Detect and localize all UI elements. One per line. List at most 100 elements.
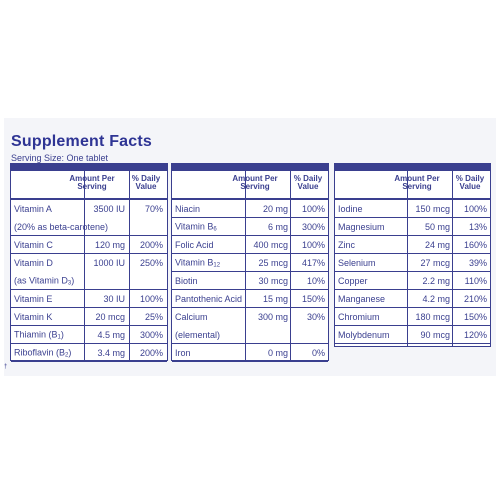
- nutrient-subscript: 3: [67, 280, 72, 286]
- nutrient-row: Biotin 30 mcg 10%: [172, 272, 328, 290]
- nutrient-name: Niacin: [175, 204, 200, 214]
- nutrient-row: Chromium 180 mcg 150%: [335, 308, 490, 326]
- nutrient-row: (elemental): [172, 326, 328, 344]
- nutrient-name: Vitamin A: [14, 204, 52, 214]
- nutrient-row: Folic Acid 400 mcg 100%: [172, 236, 328, 254]
- nutrient-name-text: Iodine: [338, 203, 363, 214]
- nutrient-name: Vitamin D: [14, 258, 53, 268]
- facts-column-1: Amount Per Serving% Daily Value Vitamin A 35…: [10, 163, 168, 362]
- nutrient-name: Vitamin B12: [175, 257, 220, 268]
- nutrient-name-suffix: ): [68, 347, 72, 357]
- nutrient-amount: 25 mcg: [258, 257, 288, 268]
- nutrient-row: Vitamin E 30 IU 100%: [11, 290, 167, 308]
- nutrient-row: Niacin 20 mg 100%: [172, 200, 328, 218]
- nutrient-name: Riboflavin (B2): [14, 347, 71, 358]
- amount-header-line-1: Amount Per: [232, 174, 278, 183]
- nutrient-name-text: Copper: [338, 275, 368, 286]
- nutrient-amount: 4.2 mg: [422, 293, 450, 304]
- nutrient-name-text: Biotin: [175, 275, 198, 286]
- nutrient-daily-value: 110%: [464, 275, 487, 286]
- nutrient-name-text: Vitamin A: [14, 204, 52, 214]
- amount-header-line-1: Amount Per: [69, 174, 115, 183]
- nutrient-daily-value: 200%: [139, 239, 163, 250]
- amount-column-divider: [245, 171, 246, 360]
- nutrient-daily-value: 70%: [144, 204, 163, 214]
- nutrient-name: Zinc: [338, 240, 355, 250]
- nutrient-name: Vitamin B6: [175, 221, 217, 232]
- nutrient-daily-value: 100%: [301, 203, 325, 214]
- nutrient-row: (as Vitamin D3): [11, 272, 167, 290]
- nutrient-name: Magnesium: [338, 222, 385, 232]
- nutrient-name: Vitamin E: [14, 294, 52, 304]
- nutrient-name: Vitamin K: [14, 312, 52, 322]
- nutrient-amount: 300 mg: [257, 312, 288, 322]
- column-header: Amount Per Serving% Daily Value: [335, 171, 490, 200]
- amount-column-divider: [84, 171, 85, 360]
- nutrient-daily-value: 160%: [463, 239, 487, 250]
- nutrient-name: (as Vitamin D3): [14, 275, 74, 286]
- amount-header-line-2: Serving: [77, 182, 107, 191]
- column-header: Amount Per Serving% Daily Value: [172, 171, 328, 200]
- nutrient-amount: 150 mcg: [415, 203, 450, 214]
- nutrient-name-text: Niacin: [175, 203, 201, 214]
- nutrient-name-text: Thiamin (B: [14, 329, 58, 339]
- nutrient-row: Iodine 150 mcg 100%: [335, 200, 490, 218]
- nutrient-name-text: Vitamin E: [14, 293, 53, 304]
- nutrient-name: Thiamin (B1): [14, 329, 64, 340]
- nutrient-name-text: Chromium: [338, 311, 380, 322]
- nutrient-name: Calcium: [175, 312, 208, 322]
- nutrient-amount: 1000 IU: [93, 258, 125, 268]
- nutrient-name: Copper: [338, 276, 368, 286]
- nutrient-name-text: (as Vitamin D: [14, 275, 68, 285]
- nutrient-daily-value: 200%: [139, 347, 163, 358]
- nutrient-amount: 3500 IU: [93, 204, 125, 214]
- dv-header-line-1: % Daily: [293, 174, 323, 183]
- nutrient-name: Iodine: [338, 204, 363, 214]
- dv-header-line-1: % Daily: [131, 174, 161, 183]
- nutrient-amount: 27 mcg: [420, 257, 450, 268]
- nutrient-name: Biotin: [175, 276, 198, 286]
- nutrient-daily-value: 417%: [301, 257, 325, 268]
- facts-column-2: Amount Per Serving% Daily Value Niacin 20 mg…: [171, 163, 329, 362]
- nutrient-amount: 400 mcg: [253, 239, 288, 250]
- nutrient-row: Molybdenum 90 mcg 120%: [335, 326, 490, 344]
- amount-column-divider: [407, 171, 408, 346]
- amount-header-line-2: Serving: [402, 182, 432, 191]
- nutrient-row: Calcium 300 mg 30%: [172, 308, 328, 326]
- nutrient-row: Vitamin B6 6 mg 300%: [172, 218, 328, 236]
- dv-column-divider: [452, 171, 453, 346]
- nutrient-row: Copper 2.2 mg 110%: [335, 272, 490, 290]
- nutrient-name-suffix: ): [71, 275, 75, 285]
- daily-value-header: % Daily Value: [290, 175, 326, 191]
- nutrient-amount: 20 mcg: [95, 311, 125, 322]
- nutrient-amount: 20 mg: [262, 203, 288, 214]
- facts-column-3: Amount Per Serving% Daily Value Iodine 150 m…: [334, 163, 491, 347]
- nutrient-name-text: Pantothenic Acid: [175, 293, 243, 304]
- dv-header-line-2: Value: [297, 182, 319, 191]
- nutrient-name-text: Vitamin B: [175, 257, 214, 267]
- nutrient-row: Pantothenic Acid 15 mg 150%: [172, 290, 328, 308]
- nutrient-daily-value: 120%: [463, 329, 487, 340]
- nutrient-daily-value: 10%: [306, 275, 325, 286]
- amount-header-line-1: Amount Per: [394, 174, 440, 183]
- nutrient-name-text: Calcium: [175, 312, 208, 322]
- nutrient-name: Pantothenic Acid: [175, 294, 242, 304]
- nutrient-name: Chromium: [338, 312, 380, 322]
- nutrient-daily-value: 250%: [139, 258, 163, 268]
- nutrient-daily-value: 100%: [139, 293, 163, 304]
- nutrient-amount: 0 mg: [267, 347, 288, 358]
- nutrient-daily-value: 100%: [301, 239, 325, 250]
- nutrient-amount: 50 mg: [424, 221, 450, 232]
- nutrient-subscript: 2: [65, 352, 69, 358]
- nutrient-name-text: Manganese: [338, 293, 386, 304]
- nutrient-row: Vitamin C 120 mg 200%: [11, 236, 167, 254]
- nutrient-subscript: 12: [213, 262, 221, 268]
- nutrient-name-text: (elemental): [175, 329, 221, 340]
- column-top-bar: [11, 164, 167, 171]
- nutrient-amount: 15 mg: [262, 293, 288, 304]
- amount-per-serving-header: Amount Per Serving: [57, 175, 127, 191]
- nutrient-name: Vitamin C: [14, 240, 53, 250]
- nutrient-name-text: (20% as beta-carotene): [14, 221, 109, 232]
- nutrient-row: Vitamin A 3500 IU 70%: [11, 200, 167, 218]
- nutrient-amount: 4.5 mg: [97, 329, 125, 340]
